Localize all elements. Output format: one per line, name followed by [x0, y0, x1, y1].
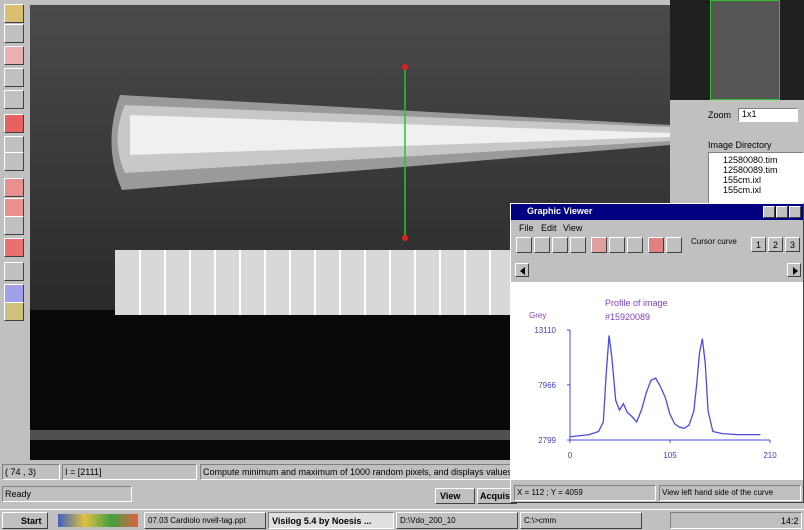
y-tick-label: 7966 [538, 381, 556, 390]
curve-button[interactable]: 2 [768, 237, 783, 252]
tool-button[interactable] [609, 237, 625, 253]
tool-button[interactable] [4, 178, 24, 197]
tool-button[interactable] [552, 237, 568, 253]
file-item[interactable]: 12580089.tim [723, 165, 778, 175]
status-xy: X = 112 ; Y = 4059 [514, 485, 656, 501]
tool-button[interactable] [666, 237, 682, 253]
tool-button[interactable] [4, 216, 24, 235]
tool-button[interactable] [4, 238, 24, 257]
tool-button[interactable] [648, 237, 664, 253]
task-button[interactable]: 07.03 Cardiolo nvell-tag.ppt [144, 512, 266, 529]
file-item[interactable]: 155cm.ixl [723, 175, 762, 185]
profile-plot: Profile of image #15920089 Grey 2799 7966… [511, 282, 803, 480]
cursor-label: Cursor curve [691, 237, 737, 246]
tool-button[interactable] [627, 237, 643, 253]
directory-title: Image Directory [708, 140, 772, 150]
tool-button[interactable] [4, 90, 24, 109]
tool-button[interactable] [534, 237, 550, 253]
profile-line [569, 335, 761, 438]
tool-button[interactable] [516, 237, 532, 253]
quick-launch [58, 514, 138, 527]
directory-list: 12580080.tim 12580089.tim 155cm.ixl 155c… [708, 152, 804, 204]
system-tray: 14:2 [670, 512, 802, 529]
menu-item[interactable]: Edit [541, 223, 557, 233]
curve-button[interactable]: 1 [751, 237, 766, 252]
task-button[interactable]: D:\Vdo_200_10 [396, 512, 518, 529]
tool-button[interactable] [4, 24, 24, 43]
x-tick-label: 0 [568, 451, 573, 460]
x-tick-label: 105 [663, 451, 677, 460]
menu-item[interactable]: File [519, 223, 534, 233]
file-item[interactable]: 155cm.ixl [723, 185, 762, 195]
status-ready: Ready [2, 486, 132, 502]
tool-button[interactable] [4, 284, 24, 303]
view-button[interactable]: View [435, 488, 475, 504]
tool-button[interactable] [591, 237, 607, 253]
menu-item[interactable]: View [563, 223, 583, 233]
tool-button[interactable] [570, 237, 586, 253]
x-tick-label: 210 [763, 451, 777, 460]
y-tick-label: 2799 [538, 436, 556, 445]
y-axis-label: Grey [529, 311, 546, 320]
status-intensity: I = [2111] [62, 464, 197, 480]
minimize-button[interactable] [763, 206, 775, 218]
left-toolbar [0, 0, 28, 465]
tool-button[interactable] [4, 302, 24, 321]
scroll-left-button[interactable] [515, 263, 529, 277]
close-button[interactable] [789, 206, 801, 218]
taskbar: Start 07.03 Cardiolo nvell-tag.ppt Visil… [0, 509, 804, 530]
curve-button[interactable]: 3 [785, 237, 800, 252]
chart-subtitle: #15920089 [605, 312, 650, 322]
y-tick-label: 13110 [534, 326, 556, 335]
maximize-button[interactable] [776, 206, 788, 218]
zoom-label: Zoom [708, 110, 732, 120]
tool-button[interactable] [4, 262, 24, 281]
zoom-select[interactable]: 1x1 [738, 108, 798, 122]
task-button[interactable]: Visilog 5.4 by Noesis ... [268, 512, 394, 529]
tool-button[interactable] [4, 46, 24, 65]
thumbnail [670, 0, 804, 100]
status-hint: View left hand side of the curve [659, 485, 801, 501]
side-panel: Zoom 1x1 Image Directory 12580080.tim 12… [670, 0, 804, 205]
file-item[interactable]: 12580080.tim [723, 155, 778, 165]
status-coords: ( 74 , 3) [2, 464, 60, 480]
chart-title: Profile of image [605, 298, 668, 308]
window-title: Graphic Viewer [511, 204, 803, 220]
tool-button[interactable] [4, 4, 24, 23]
status-hint: Compute minimum and maximum of 1000 rand… [200, 464, 512, 480]
task-button[interactable]: C:\>cmm [520, 512, 642, 529]
tool-button[interactable] [4, 68, 24, 87]
tool-button[interactable] [4, 114, 24, 133]
tool-button[interactable] [4, 198, 24, 217]
tool-button[interactable] [4, 152, 24, 171]
scroll-right-button[interactable] [787, 263, 801, 277]
start-button[interactable]: Start [2, 512, 48, 529]
